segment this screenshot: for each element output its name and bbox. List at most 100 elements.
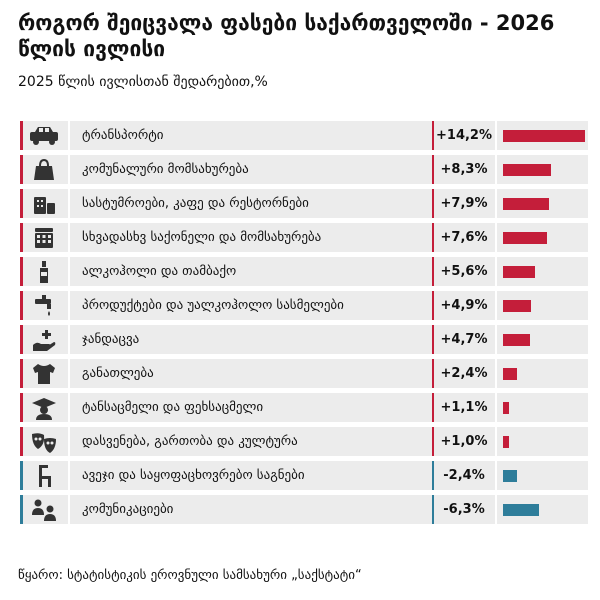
source-note: წყარო: სტატისტიკის ეროვნული სამსახური „ს… xyxy=(18,568,362,583)
category-label: ალკოჰოლი და თამბაქო xyxy=(82,264,237,279)
value-divider xyxy=(432,291,434,320)
bar-divider xyxy=(495,495,497,524)
row-divider xyxy=(68,495,70,524)
chart-title: როგორ შეიცვალა ფასები საქართველოში - 202… xyxy=(18,11,555,61)
chart-row: ავეჯი და საყოფაცხოვრებო საგნები -2,4% xyxy=(20,461,588,490)
category-label: დასვენება, გართობა და კულტურა xyxy=(82,434,298,449)
bar xyxy=(503,334,530,346)
value-divider xyxy=(432,359,434,388)
row-accent xyxy=(20,325,23,354)
category-label: ტანსაცმელი და ფეხსაცმელი xyxy=(82,400,264,415)
chair-icon xyxy=(25,463,63,488)
bar xyxy=(503,232,547,244)
category-label: პროდუქტები და უალკოჰოლო სასმელები xyxy=(82,298,344,313)
row-accent xyxy=(20,427,23,456)
row-accent xyxy=(20,121,23,150)
value-divider xyxy=(432,155,434,184)
bar xyxy=(503,198,549,210)
value-divider xyxy=(432,393,434,422)
bar-divider xyxy=(495,461,497,490)
chart-row: განათლება +2,4% xyxy=(20,359,588,388)
value-label: +14,2% xyxy=(436,128,492,143)
bar xyxy=(503,164,551,176)
shirt-icon xyxy=(25,361,63,386)
bar xyxy=(503,436,509,448)
category-label: სხვადასხვ საქონელი და მომსახურება xyxy=(82,230,322,245)
car-icon xyxy=(25,123,63,148)
category-label: ჯანდაცვა xyxy=(82,332,140,347)
value-divider xyxy=(432,495,434,524)
category-label: ავეჯი და საყოფაცხოვრებო საგნები xyxy=(82,468,305,483)
row-accent xyxy=(20,495,23,524)
value-label: +5,6% xyxy=(440,264,488,279)
chart-row: ჯანდაცვა +4,7% xyxy=(20,325,588,354)
category-label: კომუნიკაციები xyxy=(82,502,174,517)
row-divider xyxy=(68,393,70,422)
health-icon xyxy=(25,327,63,352)
bar xyxy=(503,470,517,482)
row-divider xyxy=(68,359,70,388)
bar-divider xyxy=(495,359,497,388)
value-label: -2,4% xyxy=(443,468,485,483)
row-divider xyxy=(68,325,70,354)
value-label: +4,9% xyxy=(440,298,488,313)
bar-divider xyxy=(495,393,497,422)
bar-divider xyxy=(495,223,497,252)
bar-divider xyxy=(495,325,497,354)
chart-row: კომუნალური მომსახურება +8,3% xyxy=(20,155,588,184)
bar xyxy=(503,368,517,380)
hotel-cafe-icon xyxy=(25,191,63,216)
value-label: +8,3% xyxy=(440,162,488,177)
category-label: კომუნალური მომსახურება xyxy=(82,162,249,177)
row-divider xyxy=(68,291,70,320)
row-divider xyxy=(68,257,70,286)
row-divider xyxy=(68,461,70,490)
row-divider xyxy=(68,155,70,184)
row-divider xyxy=(68,189,70,218)
tap-icon xyxy=(25,293,63,318)
row-accent xyxy=(20,257,23,286)
row-accent xyxy=(20,155,23,184)
value-label: +7,9% xyxy=(440,196,488,211)
chart-rows: ტრანსპორტი +14,2% კომუნალური მომსახურება +8… xyxy=(20,121,588,529)
basket-icon xyxy=(25,225,63,250)
row-accent xyxy=(20,461,23,490)
bar-divider xyxy=(495,155,497,184)
value-divider xyxy=(432,427,434,456)
value-label: +7,6% xyxy=(440,230,488,245)
row-divider xyxy=(68,121,70,150)
people-icon xyxy=(25,497,63,522)
value-label: +4,7% xyxy=(440,332,488,347)
value-divider xyxy=(432,257,434,286)
row-accent xyxy=(20,189,23,218)
bar-divider xyxy=(495,257,497,286)
bar xyxy=(503,300,531,312)
value-label: -6,3% xyxy=(443,502,485,517)
bar-divider xyxy=(495,189,497,218)
row-accent xyxy=(20,393,23,422)
chart-row: პროდუქტები და უალკოჰოლო სასმელები +4,9% xyxy=(20,291,588,320)
category-label: სასტუმროები, კაფე და რესტორნები xyxy=(82,196,309,211)
graduate-icon xyxy=(25,395,63,420)
bottle-icon xyxy=(25,259,63,284)
value-label: +2,4% xyxy=(440,366,488,381)
masks-icon xyxy=(25,429,63,454)
category-label: ტრანსპორტი xyxy=(82,128,164,143)
value-divider xyxy=(432,189,434,218)
value-label: +1,0% xyxy=(440,434,488,449)
bar xyxy=(503,402,509,414)
row-accent xyxy=(20,359,23,388)
chart-row: სხვადასხვ საქონელი და მომსახურება +7,6% xyxy=(20,223,588,252)
chart-subtitle: 2025 წლის ივლისთან შედარებით,% xyxy=(18,74,268,90)
value-divider xyxy=(432,461,434,490)
row-divider xyxy=(68,223,70,252)
value-divider xyxy=(432,325,434,354)
value-divider xyxy=(432,223,434,252)
bar xyxy=(503,130,585,142)
chart-row: ტანსაცმელი და ფეხსაცმელი +1,1% xyxy=(20,393,588,422)
bar xyxy=(503,504,539,516)
row-divider xyxy=(68,427,70,456)
chart-row: კომუნიკაციები -6,3% xyxy=(20,495,588,524)
chart-row: ტრანსპორტი +14,2% xyxy=(20,121,588,150)
category-label: განათლება xyxy=(82,366,154,381)
